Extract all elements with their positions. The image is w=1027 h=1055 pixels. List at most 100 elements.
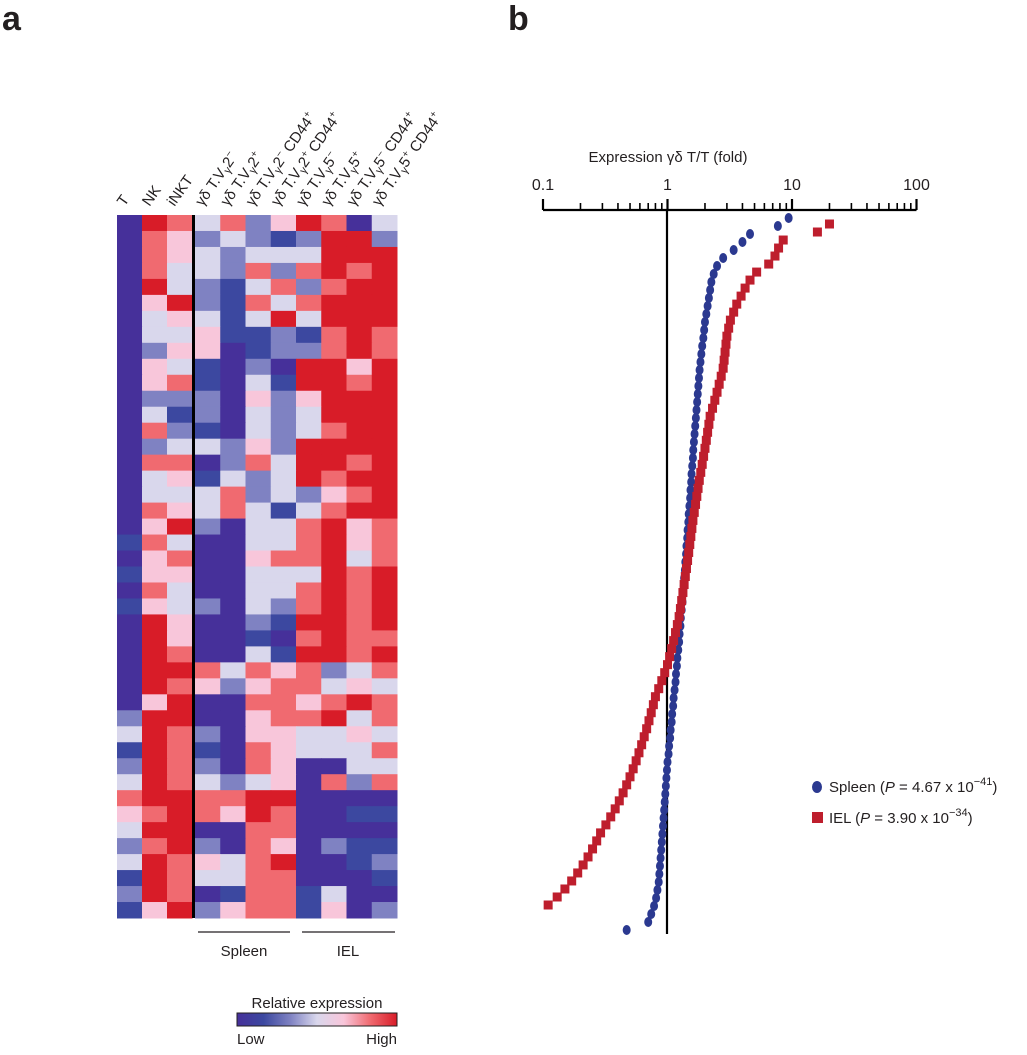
heatmap-cell xyxy=(296,294,322,312)
heatmap-cell xyxy=(220,838,246,855)
spleen-point xyxy=(697,349,706,359)
heatmap-cell xyxy=(346,358,373,376)
heatmap-cell xyxy=(371,422,398,440)
heatmap-cell xyxy=(346,310,373,328)
heatmap-cell xyxy=(220,215,246,232)
heatmap-cell xyxy=(371,710,398,727)
heatmap-cell xyxy=(142,438,168,456)
heatmap-cell xyxy=(296,422,322,440)
heatmap-cell xyxy=(195,870,221,887)
heatmap-cell xyxy=(117,294,143,312)
spleen-point xyxy=(692,405,701,415)
iel-point xyxy=(812,227,822,237)
heatmap-cell xyxy=(117,326,143,344)
legend-entry: Spleen (P = 4.67 x 10−41) xyxy=(829,776,997,796)
heatmap-cell xyxy=(117,614,143,631)
heatmap-cell xyxy=(220,630,246,647)
heatmap-cell xyxy=(321,310,347,328)
heatmap-cell xyxy=(371,774,398,791)
heatmap-cell xyxy=(371,390,398,408)
spleen-point xyxy=(707,277,716,287)
heatmap-cell xyxy=(220,870,246,887)
heatmap-cell xyxy=(270,486,297,504)
heatmap-cell xyxy=(167,278,193,296)
heatmap-cell xyxy=(270,774,297,791)
heatmap-cell xyxy=(117,726,143,743)
iel-point xyxy=(688,515,698,525)
heatmap-cell xyxy=(220,742,246,759)
heatmap-cell xyxy=(142,758,168,775)
spleen-point xyxy=(652,893,661,903)
heatmap-cell xyxy=(220,678,246,695)
heatmap-cell xyxy=(296,374,322,392)
heatmap-cell xyxy=(371,326,398,344)
legend-circle-icon xyxy=(812,781,822,793)
heatmap-cell xyxy=(321,886,347,903)
heatmap-cell xyxy=(117,502,143,520)
heatmap-cell xyxy=(220,518,246,536)
heatmap-cell xyxy=(346,518,373,536)
iel-point xyxy=(714,379,724,389)
heatmap-cell xyxy=(220,486,246,504)
heatmap-cell xyxy=(245,342,272,360)
spleen-point xyxy=(660,797,669,807)
legend-text-p: P xyxy=(885,779,895,796)
spleen-point xyxy=(658,821,667,831)
heatmap-cell xyxy=(270,886,297,903)
heatmap-cell xyxy=(245,534,272,552)
heatmap-cell xyxy=(117,678,143,695)
spleen-point xyxy=(703,301,712,311)
heatmap-cell xyxy=(296,550,322,567)
heatmap-cell xyxy=(195,774,221,791)
heatmap-cell xyxy=(245,726,272,743)
iel-point xyxy=(697,459,707,469)
spleen-point xyxy=(657,845,666,855)
heatmap-cell xyxy=(167,326,193,344)
heatmap-cell xyxy=(220,262,246,280)
heatmap-cell xyxy=(270,902,297,919)
heatmap-cell xyxy=(167,790,193,807)
spleen-point xyxy=(746,229,755,239)
heatmap-cell xyxy=(142,646,168,663)
iel-point xyxy=(665,652,675,662)
heatmap-cell xyxy=(245,614,272,631)
heatmap-cell xyxy=(245,902,272,919)
heatmap-cell xyxy=(117,870,143,887)
spleen-point xyxy=(700,317,709,327)
iel-point xyxy=(646,708,656,718)
heatmap-cell xyxy=(167,438,193,456)
heatmap-cell xyxy=(195,662,221,679)
heatmap-cell xyxy=(346,774,373,791)
spleen-point xyxy=(694,381,703,391)
column-label-part: γ xyxy=(247,164,260,176)
heatmap-cell xyxy=(296,838,322,855)
heatmap-cell xyxy=(245,310,272,328)
heatmap-cell xyxy=(296,454,322,472)
iel-point xyxy=(675,604,685,614)
heatmap-cell xyxy=(346,262,373,280)
legend-square-icon xyxy=(812,812,823,823)
heatmap-cell xyxy=(270,582,297,599)
heatmap-cell xyxy=(117,390,143,408)
iel-point xyxy=(718,363,728,373)
heatmap-cell xyxy=(270,694,297,711)
heatmap-cell xyxy=(371,454,398,472)
spleen-point xyxy=(689,437,698,447)
iel-point xyxy=(740,283,750,293)
heatmap-cell xyxy=(167,262,193,280)
heatmap-cell xyxy=(346,454,373,472)
spleen-point xyxy=(654,877,663,887)
heatmap-cell xyxy=(142,582,168,599)
heatmap-cell xyxy=(296,390,322,408)
heatmap-cell xyxy=(117,278,143,296)
heatmap-cell xyxy=(346,886,373,903)
heatmap-cell xyxy=(220,502,246,520)
heatmap-cell xyxy=(167,470,193,488)
heatmap-cell xyxy=(371,470,398,488)
heatmap-cell xyxy=(245,758,272,775)
heatmap-cell xyxy=(167,294,193,312)
heatmap-cell xyxy=(270,406,297,424)
heatmap-cell xyxy=(195,758,221,775)
spleen-point xyxy=(687,469,696,479)
heatmap-cell xyxy=(346,806,373,823)
